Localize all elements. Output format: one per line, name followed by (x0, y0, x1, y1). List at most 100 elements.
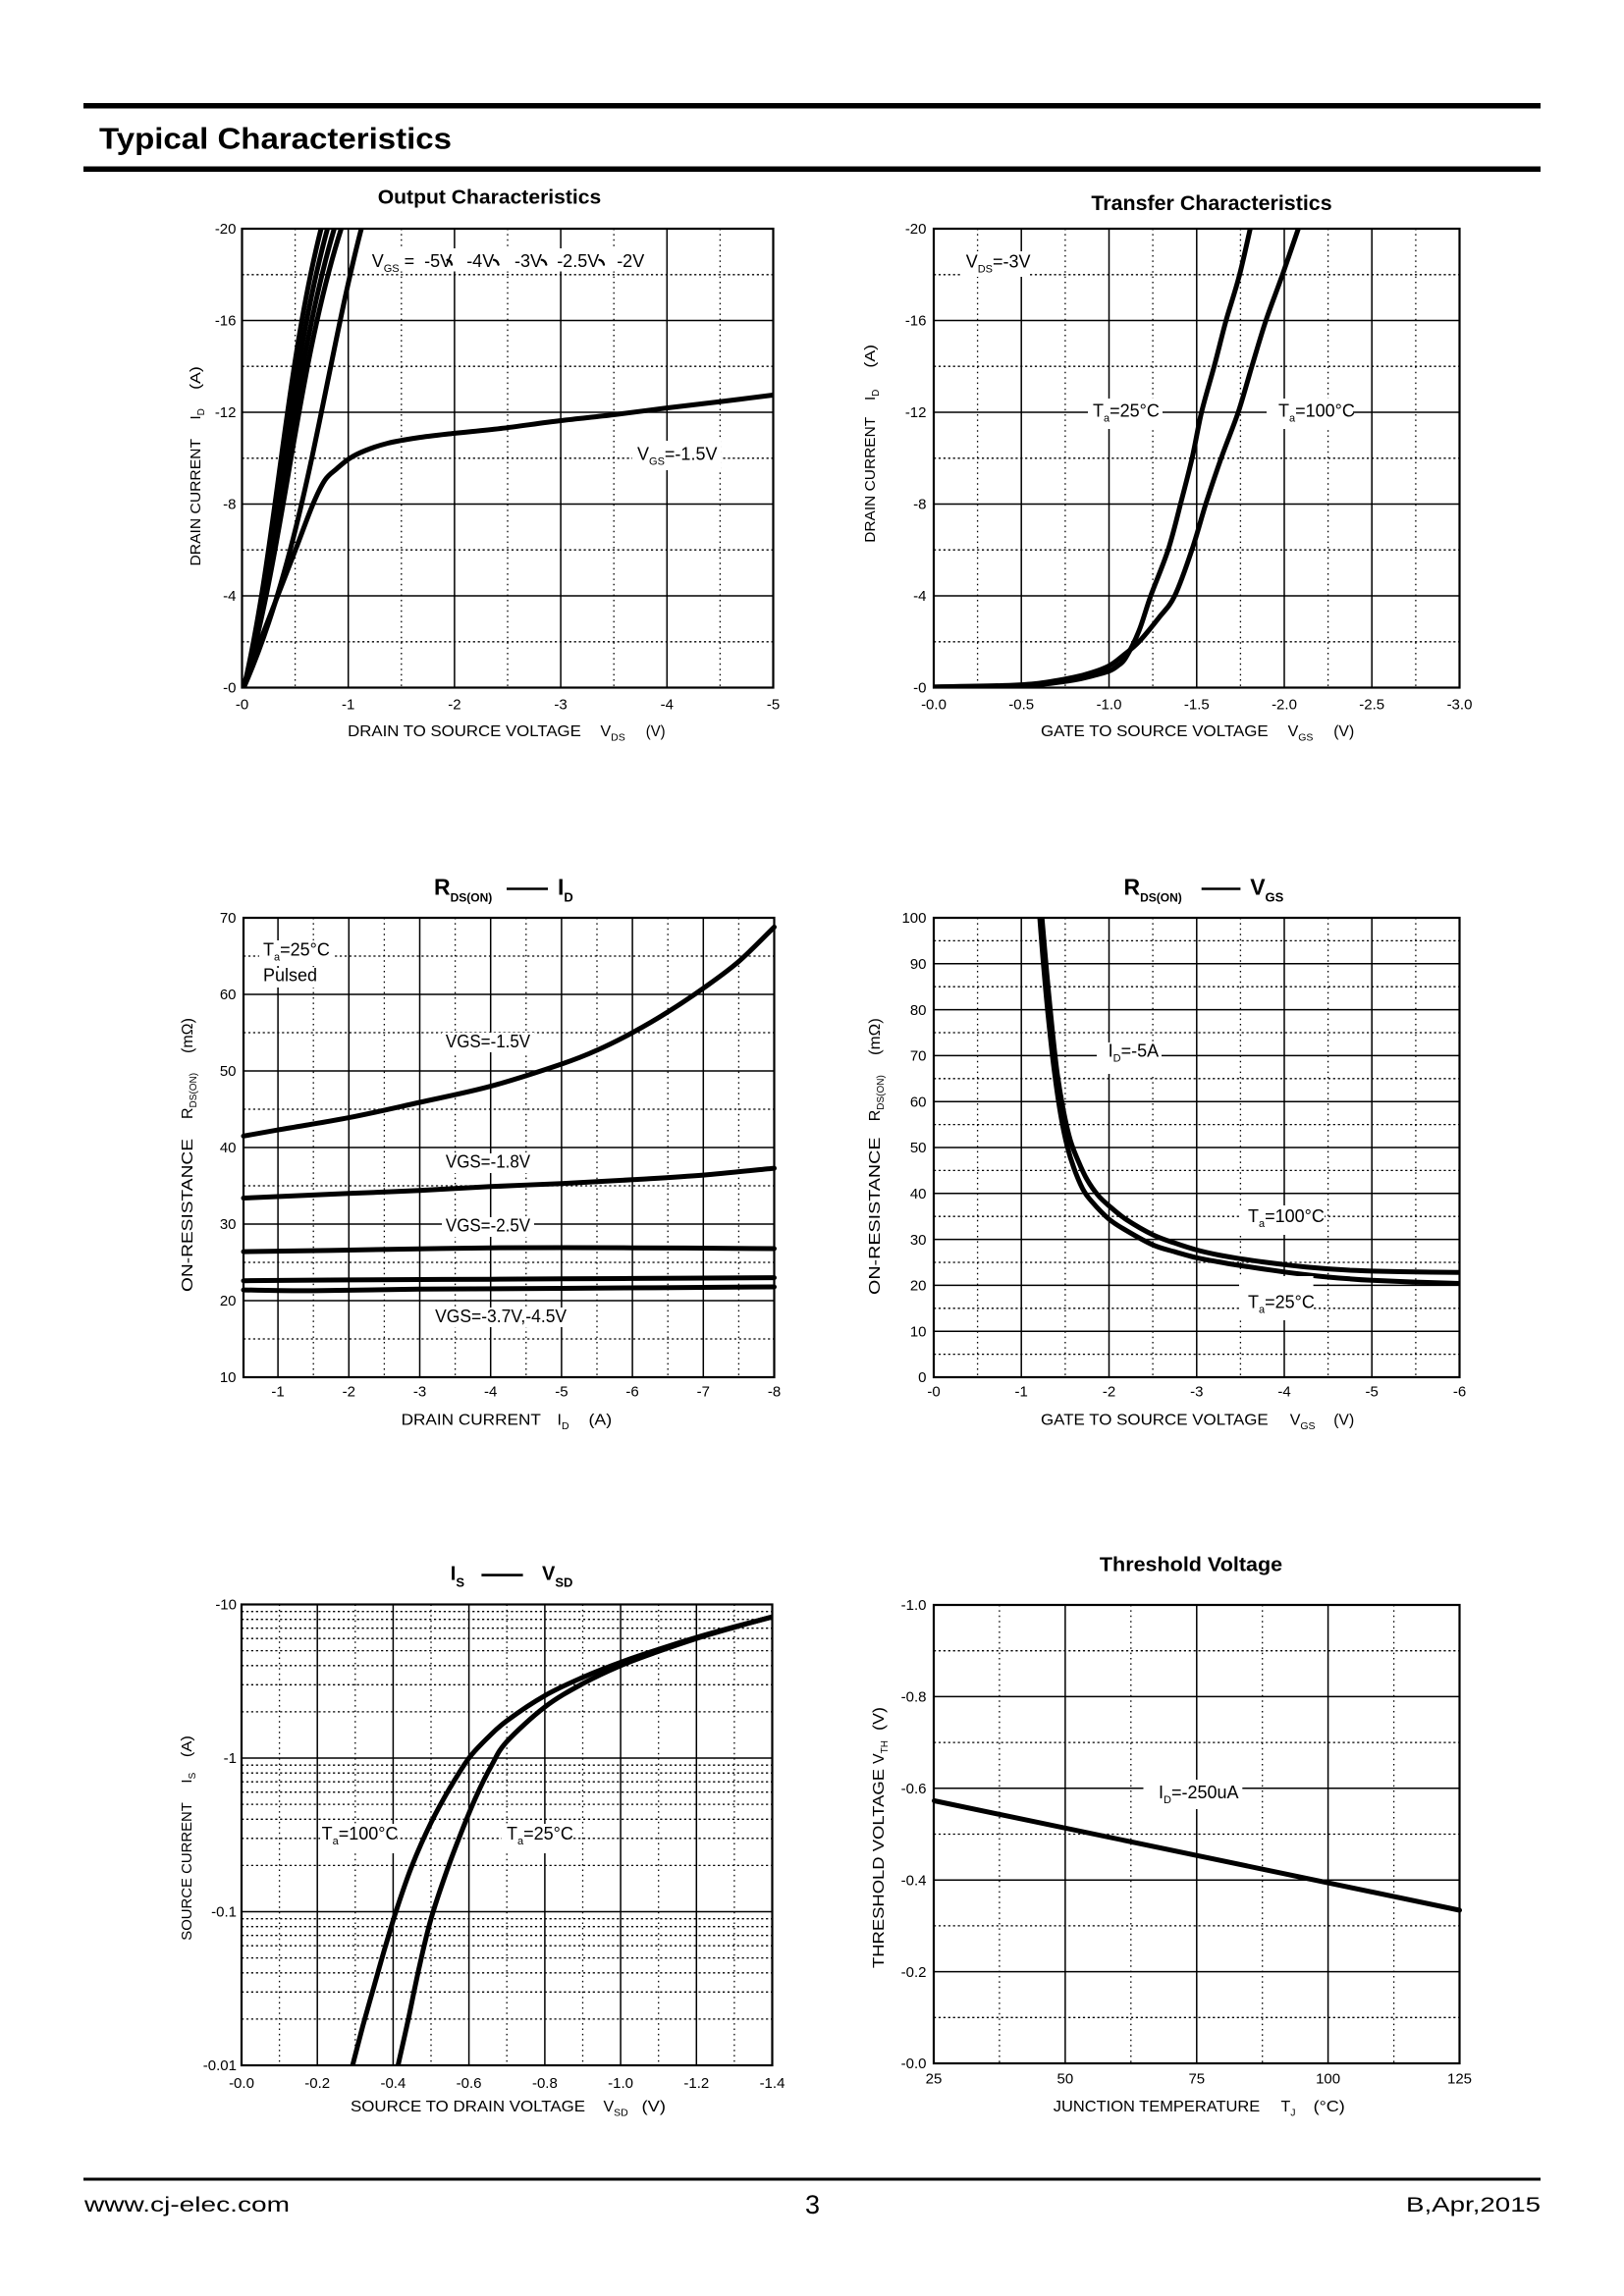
svg-text:40: 40 (220, 1140, 237, 1156)
svg-text:-0.2: -0.2 (304, 2075, 330, 2092)
svg-text:(V): (V) (1333, 1413, 1354, 1429)
svg-text:-1: -1 (271, 1384, 284, 1401)
svg-text:-3: -3 (554, 697, 567, 714)
svg-text:-0.6: -0.6 (457, 2075, 482, 2092)
svg-text:(mΩ): (mΩ) (867, 1018, 884, 1055)
svg-text:SOURCE TO DRAIN VOLTAGE: SOURCE TO DRAIN VOLTAGE (351, 2099, 585, 2115)
svg-text:-12: -12 (905, 404, 927, 421)
svg-text:-1.2: -1.2 (683, 2075, 709, 2092)
svg-text:-1.0: -1.0 (1097, 697, 1122, 714)
svg-text:-12: -12 (215, 404, 237, 421)
svg-text:70: 70 (220, 910, 237, 927)
svg-text:-20: -20 (215, 221, 237, 238)
svg-text:-1.4: -1.4 (760, 2075, 785, 2092)
svg-text:-4: -4 (913, 588, 926, 605)
svg-text:ON-RESISTANCE: ON-RESISTANCE (867, 1138, 884, 1296)
svg-text:-3: -3 (1190, 1384, 1203, 1401)
svg-text:-16: -16 (905, 313, 927, 330)
svg-text:-0: -0 (913, 680, 926, 697)
svg-text:-4: -4 (223, 588, 236, 605)
svg-text:90: 90 (910, 956, 927, 973)
svg-text:-4: -4 (661, 697, 674, 714)
svg-text:100: 100 (1316, 2071, 1340, 2088)
svg-text:VGS=-3.7V,-4.5V: VGS=-3.7V,-4.5V (435, 1307, 567, 1326)
svg-text:(V): (V) (646, 723, 666, 740)
svg-text:-16: -16 (215, 313, 237, 330)
svg-text:(A): (A) (589, 1413, 613, 1429)
svg-text:10: 10 (910, 1323, 927, 1340)
svg-text:-0.6: -0.6 (901, 1781, 927, 1797)
svg-text:-2.0: -2.0 (1272, 697, 1297, 714)
svg-text:VGS=-1.5V: VGS=-1.5V (446, 1032, 530, 1051)
svg-text:-6: -6 (1453, 1384, 1466, 1401)
svg-text:-8: -8 (768, 1384, 781, 1401)
svg-text:GATE TO SOURCE VOLTAGE: GATE TO SOURCE VOLTAGE (1041, 723, 1269, 740)
svg-text:3: 3 (805, 2190, 820, 2219)
svg-text:DRAIN CURRENT: DRAIN CURRENT (188, 439, 204, 566)
svg-text:-0.5: -0.5 (1008, 697, 1034, 714)
svg-text:(A): (A) (862, 345, 879, 368)
svg-text:30: 30 (910, 1232, 927, 1249)
svg-text:-10: -10 (215, 1597, 237, 1614)
svg-text:-8: -8 (223, 497, 236, 513)
svg-text:DRAIN TO SOURCE VOLTAGE: DRAIN TO SOURCE VOLTAGE (348, 723, 581, 740)
svg-text:B,Apr,2015: B,Apr,2015 (1406, 2194, 1541, 2216)
svg-text:60: 60 (220, 987, 237, 1003)
svg-text:-5: -5 (1366, 1384, 1379, 1401)
svg-text:40: 40 (910, 1186, 927, 1202)
svg-text:-3V: -3V (514, 251, 542, 271)
svg-text:-4V: -4V (466, 251, 494, 271)
svg-text:-0.4: -0.4 (380, 2075, 406, 2092)
svg-text:(V): (V) (1333, 723, 1354, 740)
svg-text:100: 100 (901, 910, 926, 927)
svg-text:20: 20 (220, 1293, 237, 1309)
svg-text:50: 50 (1057, 2071, 1074, 2088)
svg-text:-6: -6 (625, 1384, 638, 1401)
svg-text:-3: -3 (413, 1384, 426, 1401)
svg-text:-0.1: -0.1 (211, 1904, 237, 1921)
svg-text:VGS=-1.5V: VGS=-1.5V (637, 445, 717, 468)
svg-text:Typical Characteristics: Typical Characteristics (99, 122, 452, 156)
svg-text:ON-RESISTANCE: ON-RESISTANCE (180, 1139, 196, 1292)
svg-text:-1: -1 (1015, 1384, 1028, 1401)
svg-text:Output Characteristics: Output Characteristics (378, 187, 602, 209)
svg-text:-1.5: -1.5 (1184, 697, 1210, 714)
svg-text:JUNCTION TEMPERATURE: JUNCTION TEMPERATURE (1054, 2099, 1260, 2115)
svg-text:-5: -5 (767, 697, 780, 714)
svg-text:-1: -1 (342, 697, 354, 714)
svg-text:-0.2: -0.2 (901, 1964, 927, 1981)
svg-text:-0.8: -0.8 (532, 2075, 558, 2092)
svg-text:30: 30 (220, 1216, 237, 1233)
svg-text:-0.0: -0.0 (921, 697, 947, 714)
svg-text:SOURCE CURRENT: SOURCE CURRENT (179, 1802, 195, 1941)
svg-text:-5: -5 (555, 1384, 568, 1401)
svg-text:VGS=-1.8V: VGS=-1.8V (446, 1152, 530, 1172)
svg-text:ID: ID (188, 408, 207, 419)
svg-text:-4: -4 (1277, 1384, 1290, 1401)
svg-text:(V): (V) (871, 1707, 888, 1731)
svg-text:(V): (V) (642, 2099, 667, 2115)
svg-text:-4: -4 (484, 1384, 497, 1401)
svg-text:Threshold Voltage: Threshold Voltage (1100, 1555, 1282, 1576)
svg-text:IS: IS (179, 1772, 198, 1783)
svg-text:-8: -8 (913, 497, 926, 513)
svg-text:0: 0 (918, 1369, 926, 1386)
svg-text:ID=-250uA: ID=-250uA (1159, 1783, 1239, 1806)
svg-text:25: 25 (926, 2071, 943, 2088)
svg-text:-1.0: -1.0 (901, 1597, 927, 1614)
svg-text:-0.0: -0.0 (901, 2056, 927, 2072)
svg-text:DRAIN CURRENT: DRAIN CURRENT (402, 1413, 542, 1429)
svg-text:-0.01: -0.01 (203, 2057, 237, 2074)
svg-text:-0.0: -0.0 (229, 2075, 254, 2092)
svg-text:-1: -1 (224, 1750, 237, 1767)
svg-text:(mΩ): (mΩ) (180, 1018, 196, 1053)
svg-text:-7: -7 (697, 1384, 710, 1401)
svg-text:-2: -2 (343, 1384, 355, 1401)
svg-text:-0: -0 (223, 680, 236, 697)
svg-text:(A): (A) (188, 366, 204, 390)
svg-text:-1.0: -1.0 (608, 2075, 633, 2092)
svg-text:-2V: -2V (617, 251, 644, 271)
svg-text:VGS=-2.5V: VGS=-2.5V (446, 1215, 530, 1235)
svg-text:-0: -0 (927, 1384, 940, 1401)
svg-text:50: 50 (220, 1063, 237, 1080)
